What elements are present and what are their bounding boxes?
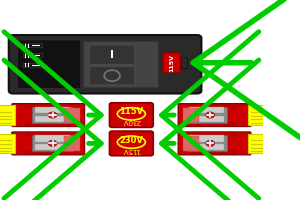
Bar <box>193 151 236 154</box>
Bar <box>26 132 70 136</box>
Bar <box>181 57 187 68</box>
Bar <box>248 105 267 125</box>
Bar <box>187 135 227 151</box>
Text: I: I <box>110 50 114 60</box>
Bar <box>193 132 236 136</box>
Circle shape <box>48 112 57 118</box>
Bar <box>183 108 199 122</box>
FancyBboxPatch shape <box>110 131 153 156</box>
Text: 230V: 230V <box>119 136 143 145</box>
FancyBboxPatch shape <box>89 45 135 65</box>
Text: 115V: 115V <box>122 147 140 153</box>
Bar <box>23 53 42 57</box>
Bar <box>0 105 15 125</box>
Bar <box>0 134 15 153</box>
Text: 115V: 115V <box>169 54 174 72</box>
Bar <box>35 135 70 142</box>
Bar <box>183 136 199 151</box>
FancyBboxPatch shape <box>12 132 85 155</box>
FancyBboxPatch shape <box>12 104 85 126</box>
Bar <box>32 107 73 123</box>
FancyBboxPatch shape <box>110 103 153 127</box>
FancyBboxPatch shape <box>17 40 81 89</box>
Bar <box>189 135 224 142</box>
Bar <box>26 104 70 108</box>
Bar <box>35 107 70 113</box>
Bar <box>26 151 70 154</box>
FancyBboxPatch shape <box>178 104 251 126</box>
Circle shape <box>206 140 214 146</box>
Bar <box>83 41 158 87</box>
Bar <box>23 63 42 67</box>
Circle shape <box>206 112 214 118</box>
Text: 115V: 115V <box>119 107 143 116</box>
Bar <box>35 144 70 150</box>
Bar <box>32 135 73 151</box>
FancyBboxPatch shape <box>9 35 201 94</box>
Bar <box>189 144 224 150</box>
FancyBboxPatch shape <box>163 53 180 73</box>
Bar <box>193 122 236 126</box>
FancyBboxPatch shape <box>89 66 135 85</box>
Text: 230V: 230V <box>122 118 140 124</box>
Bar <box>189 107 224 113</box>
Bar <box>187 107 227 123</box>
Bar <box>26 122 70 126</box>
Circle shape <box>48 140 57 146</box>
Bar <box>64 136 80 151</box>
Bar <box>23 43 42 47</box>
Bar <box>64 108 80 122</box>
Bar <box>189 116 224 122</box>
Bar <box>35 116 70 122</box>
FancyBboxPatch shape <box>178 132 251 155</box>
Bar <box>193 104 236 108</box>
Bar <box>248 134 267 153</box>
